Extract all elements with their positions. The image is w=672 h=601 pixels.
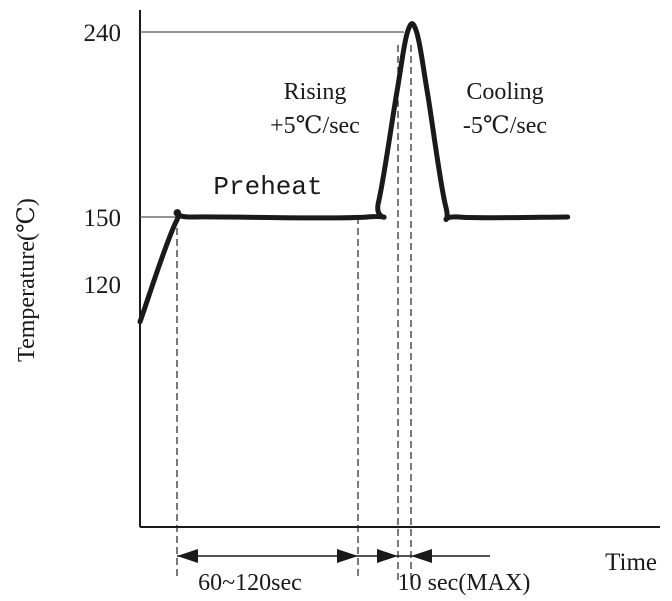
y-axis-label: Temperature(℃): [14, 198, 40, 362]
cooling-label: Cooling: [466, 79, 543, 105]
preheat-left-arrow: [177, 549, 198, 563]
y-tick-150: 150: [84, 205, 122, 232]
x-axis-label: Time: [605, 549, 657, 576]
rising-rate-label: +5℃/sec: [270, 113, 360, 139]
preheat-right-arrow: [337, 549, 358, 563]
y-tick-120: 120: [84, 272, 122, 299]
peak-left-arrow: [377, 549, 398, 563]
preheat-label: Preheat: [213, 172, 322, 202]
peak-duration-label: 10 sec(MAX): [398, 570, 531, 596]
cooling-rate-label: -5℃/sec: [463, 113, 547, 139]
peak-right-arrow: [411, 549, 432, 563]
y-tick-240: 240: [84, 20, 122, 47]
preheat-duration-label: 60~120sec: [198, 570, 302, 596]
rising-label: Rising: [284, 79, 347, 105]
temperature-profile-line: [137, 21, 571, 325]
